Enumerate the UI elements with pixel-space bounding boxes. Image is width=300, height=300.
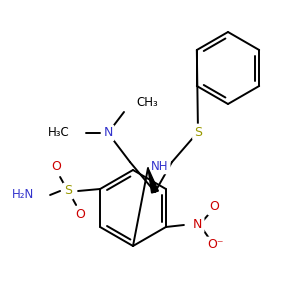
Text: S: S [64, 184, 72, 197]
Text: O: O [51, 160, 61, 173]
Text: N: N [193, 218, 203, 232]
Polygon shape [148, 168, 158, 193]
Text: S: S [194, 125, 202, 139]
Text: O: O [75, 208, 85, 221]
Text: NH: NH [151, 160, 169, 172]
Text: CH₃: CH₃ [136, 95, 158, 109]
Text: H₃C: H₃C [48, 127, 70, 140]
Text: N: N [103, 127, 113, 140]
Text: O: O [209, 200, 219, 214]
Text: O⁻: O⁻ [208, 238, 224, 251]
Text: H₂N: H₂N [12, 188, 34, 202]
